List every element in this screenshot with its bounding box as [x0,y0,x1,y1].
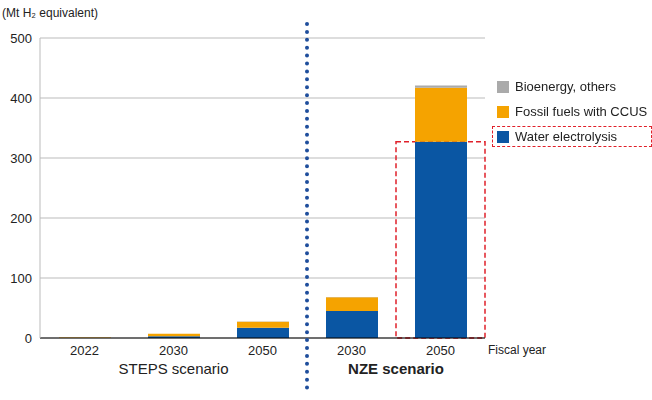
html-text:STEPS scenario: STEPS scenario [118,360,229,377]
html-text:Water electrolysis: Water electrolysis [515,129,618,144]
svg-text:0: 0 [25,331,32,346]
svg-text:2050: 2050 [426,343,455,358]
svg-text:100: 100 [10,271,32,286]
svg-text:2050: 2050 [248,343,277,358]
svg-text:2030: 2030 [159,343,188,358]
html-text:NZE scenario: NZE scenario [348,360,444,377]
svg-text:2030: 2030 [337,343,366,358]
svg-text:200: 200 [10,211,32,226]
svg-text:300: 300 [10,151,32,166]
html-text:(Mt H₂ equivalent): (Mt H₂ equivalent) [2,6,98,20]
html-text:Fiscal year: Fiscal year [488,343,546,357]
html-text:Bioenergy, others: Bioenergy, others [515,79,616,94]
svg-text:2022: 2022 [70,343,99,358]
svg-text:500: 500 [10,31,32,46]
html-text:Fossil fuels with CCUS: Fossil fuels with CCUS [515,104,648,119]
svg-text:400: 400 [10,91,32,106]
